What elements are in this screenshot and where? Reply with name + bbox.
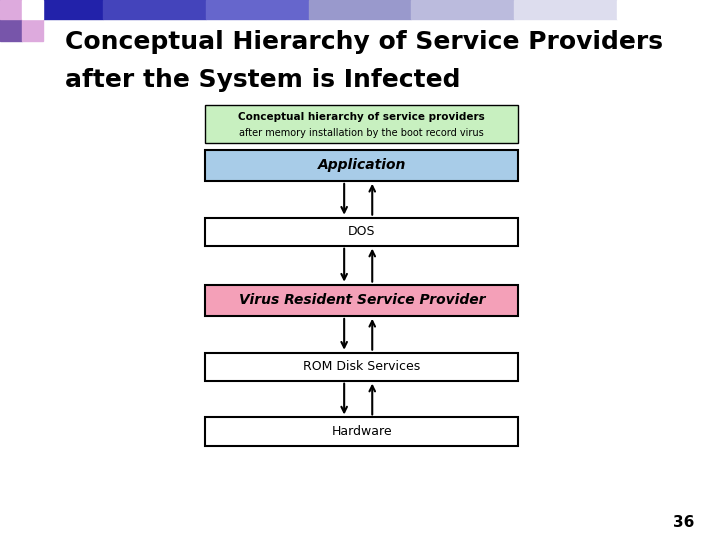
Bar	[514, 0, 617, 19]
Bar	[411, 0, 514, 19]
Bar	[309, 0, 411, 19]
Text: Application: Application	[318, 158, 406, 172]
Bar	[0, 0, 103, 19]
Text: Conceptual Hierarchy of Service Providers: Conceptual Hierarchy of Service Provider…	[65, 30, 663, 53]
Text: after memory installation by the boot record virus: after memory installation by the boot re…	[240, 127, 484, 138]
Bar	[205, 285, 518, 316]
Text: after the System is Infected: after the System is Infected	[65, 68, 460, 91]
Bar	[617, 0, 720, 19]
Bar	[0, 19, 22, 40]
Bar	[205, 353, 518, 381]
Bar	[206, 0, 309, 19]
Bar	[103, 0, 206, 19]
Text: DOS: DOS	[348, 225, 376, 238]
Bar	[22, 19, 43, 40]
Bar	[205, 218, 518, 246]
Text: Conceptual hierarchy of service providers: Conceptual hierarchy of service provider…	[238, 112, 485, 122]
Text: 36: 36	[673, 515, 695, 530]
Text: Hardware: Hardware	[331, 425, 392, 438]
Bar	[205, 105, 518, 143]
Text: Virus Resident Service Provider: Virus Resident Service Provider	[238, 293, 485, 307]
Bar	[0, 0, 22, 19]
Bar	[22, 0, 43, 19]
Bar	[205, 150, 518, 181]
Bar	[205, 417, 518, 446]
Text: ROM Disk Services: ROM Disk Services	[303, 360, 420, 373]
